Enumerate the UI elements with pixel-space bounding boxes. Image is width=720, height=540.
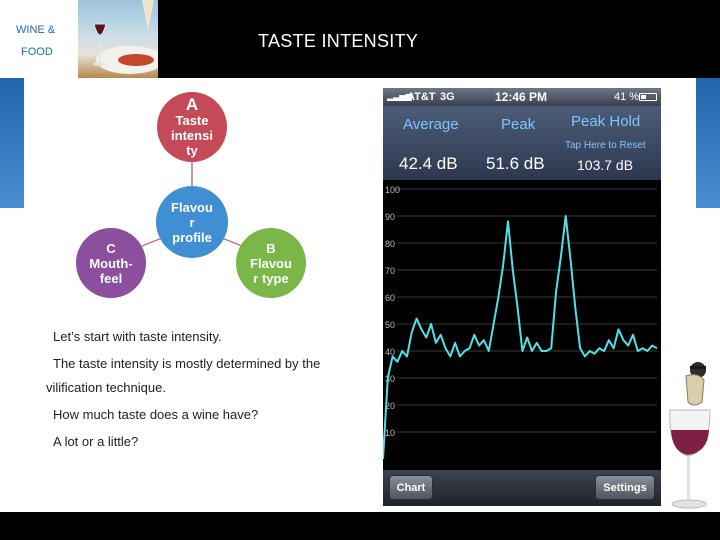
footer-band — [0, 512, 720, 540]
taste-intensity-node: A Taste intensi ty — [157, 92, 227, 162]
sound-level-series-line — [383, 215, 658, 460]
average-value: 42.4 dB — [399, 154, 458, 173]
y-tick-label: 20 — [385, 401, 395, 411]
node-label-line: Taste — [175, 113, 209, 128]
y-tick-label: 100 — [385, 185, 400, 195]
network-label: 3G — [440, 91, 455, 103]
average-label: Average — [403, 116, 459, 133]
level-chart-svg: 100 90 80 70 60 50 40 30 20 10 — [383, 185, 658, 460]
taste-dimension-diagram: A Taste intensi ty Flavou r profile C Mo… — [70, 88, 320, 306]
peak-label: Peak — [501, 116, 536, 133]
body-text-line: The taste intensity is mostly determined… — [53, 356, 321, 371]
status-bar: ▂▃▅▆ AT&T 3G 12:46 PM 41 % — [383, 88, 661, 106]
node-label-line: Flavou — [250, 255, 292, 271]
flavour-profile-node: Flavou r profile — [156, 186, 228, 258]
header-photo — [78, 0, 158, 78]
body-text-line: A lot or a little? — [53, 434, 139, 449]
clock-label: 12:46 PM — [495, 90, 548, 104]
wine-dinner-photo-image — [93, 0, 158, 74]
battery-percent-label: 41 % — [614, 91, 640, 103]
page-title: TASTE INTENSITY — [258, 31, 419, 51]
node-letter: C — [106, 240, 116, 256]
bottom-toolbar: Chart Settings — [383, 470, 661, 506]
chart-button[interactable]: Chart — [389, 475, 433, 500]
node-label-line: feel — [99, 270, 123, 286]
mouthfeel-node: C Mouth- feel — [76, 228, 146, 298]
node-label-line: Flavou — [171, 199, 213, 215]
brand-logo-box: WINE & FOOD — [0, 0, 78, 78]
body-text-line: How much taste does a wine have? — [53, 407, 259, 422]
node-label-line: Mouth- — [89, 255, 133, 271]
right-accent-band — [696, 78, 720, 208]
node-label-line: ty — [186, 143, 198, 158]
flavour-type-node: B Flavou r type — [236, 228, 306, 298]
peak-hold-label: Peak Hold — [571, 113, 641, 130]
node-label-line: profile — [172, 229, 212, 245]
y-tick-label: 80 — [385, 239, 395, 249]
node-label-line: r type — [253, 270, 289, 286]
battery-icon — [639, 93, 657, 101]
peak-value: 51.6 dB — [486, 154, 545, 173]
node-letter: A — [185, 95, 199, 114]
signal-bars-icon: ▂▃▅▆ — [387, 92, 412, 101]
brand-line2: FOOD — [21, 46, 53, 58]
y-tick-label: 90 — [385, 212, 395, 222]
y-tick-label: 40 — [385, 347, 395, 357]
body-text-line: vilification technique. — [46, 380, 166, 395]
carrier-label: AT&T — [407, 91, 436, 103]
diagram-connectors — [141, 162, 243, 247]
y-tick-label: 30 — [385, 374, 395, 384]
y-tick-label: 50 — [385, 320, 395, 330]
node-label-line: r — [189, 214, 195, 230]
node-label-line: intensi — [171, 128, 213, 143]
level-readout-panel[interactable]: Average Peak Peak Hold Tap Here to Reset… — [383, 106, 661, 195]
node-letter: B — [266, 240, 276, 256]
settings-button[interactable]: Settings — [595, 475, 655, 500]
brand-line1: WINE & — [16, 24, 56, 36]
phone-screenshot: ▂▃▅▆ AT&T 3G 12:46 PM 41 % Average Peak … — [383, 88, 661, 506]
level-chart: 100 90 80 70 60 50 40 30 20 10 — [383, 180, 661, 470]
peak-hold-value[interactable]: 103.7 dB — [577, 157, 634, 173]
y-tick-label: 70 — [385, 266, 395, 276]
y-tick-label: 60 — [385, 293, 395, 303]
y-tick-label: 10 — [385, 428, 395, 438]
wine-glass-image — [669, 362, 711, 509]
body-text-line: Let’s start with taste intensity. — [53, 329, 222, 344]
reset-hint[interactable]: Tap Here to Reset — [565, 140, 646, 151]
left-accent-band — [0, 78, 24, 208]
